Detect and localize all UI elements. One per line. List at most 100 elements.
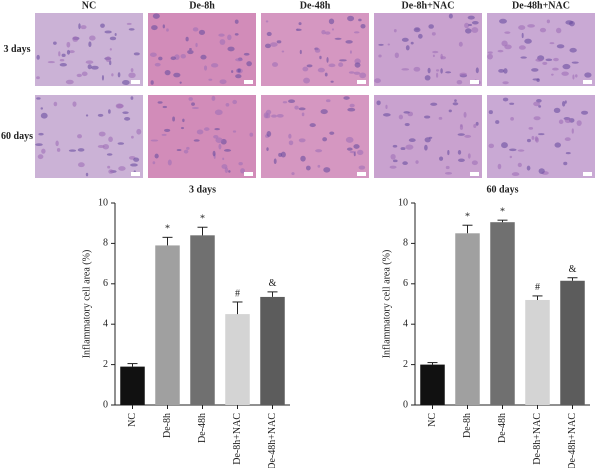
cell-texture xyxy=(191,102,195,106)
cell-texture xyxy=(385,104,388,110)
cell-texture xyxy=(196,129,204,135)
cell-texture xyxy=(215,137,223,144)
column-label: De-8h xyxy=(189,0,215,11)
cell-texture xyxy=(152,13,160,19)
cell-texture xyxy=(424,144,428,151)
cell-texture xyxy=(321,29,326,35)
row-label: 3 days xyxy=(4,44,31,55)
cell-texture xyxy=(89,35,96,41)
cell-texture xyxy=(354,58,361,65)
cell-texture xyxy=(423,115,431,119)
cell-texture xyxy=(497,163,502,170)
cell-texture xyxy=(176,149,182,152)
cell-texture xyxy=(107,165,111,169)
cell-texture xyxy=(504,44,512,50)
cell-texture xyxy=(509,155,513,159)
cell-texture xyxy=(448,13,453,19)
cell-texture xyxy=(471,160,478,166)
cell-texture xyxy=(130,68,134,73)
scale-bar xyxy=(244,172,253,176)
x-tick-label: De-8h+NAC xyxy=(232,413,243,465)
cell-texture xyxy=(249,132,254,137)
cell-texture xyxy=(471,27,479,33)
cell-texture xyxy=(473,123,477,128)
cell-texture xyxy=(418,33,423,39)
cell-texture xyxy=(85,114,89,117)
y-tick-label: 0 xyxy=(403,399,408,410)
cell-texture xyxy=(224,167,229,174)
cell-texture xyxy=(394,52,399,59)
cell-texture xyxy=(339,59,347,62)
cell-texture xyxy=(329,131,335,135)
cell-texture xyxy=(546,19,551,24)
bar xyxy=(560,280,585,405)
cell-texture xyxy=(343,96,350,100)
cell-texture xyxy=(348,71,355,74)
cell-texture xyxy=(180,53,186,59)
cell-texture xyxy=(571,61,579,64)
significance-mark: & xyxy=(569,264,577,275)
cell-texture xyxy=(265,20,269,23)
cell-texture xyxy=(358,18,362,22)
cell-texture xyxy=(393,28,397,33)
significance-mark: * xyxy=(165,224,170,235)
cell-texture xyxy=(432,50,439,54)
cell-texture xyxy=(345,136,354,143)
cell-texture xyxy=(72,101,77,107)
cell-texture xyxy=(538,105,542,108)
cell-texture xyxy=(459,72,467,76)
cell-texture xyxy=(223,149,232,152)
cell-texture xyxy=(445,71,452,74)
cell-texture xyxy=(77,162,85,168)
x-tick-label: NC xyxy=(427,413,438,427)
cell-texture xyxy=(581,110,589,115)
cell-texture xyxy=(271,114,277,118)
cell-texture xyxy=(243,52,250,56)
cell-texture xyxy=(291,172,295,176)
cell-texture xyxy=(326,57,329,63)
cell-texture xyxy=(121,79,130,86)
cell-texture xyxy=(445,165,450,170)
cell-texture xyxy=(133,157,140,162)
cell-texture xyxy=(237,68,241,73)
cell-texture xyxy=(40,107,44,110)
cell-texture xyxy=(467,15,475,20)
cell-texture xyxy=(276,113,284,118)
cell-texture xyxy=(457,133,465,136)
cell-texture xyxy=(398,114,404,120)
cell-texture xyxy=(131,135,134,139)
cell-texture xyxy=(35,143,43,146)
cell-texture xyxy=(185,36,189,42)
cell-texture xyxy=(265,113,271,119)
cell-texture xyxy=(537,133,545,136)
column-label: NC xyxy=(82,0,96,11)
cell-texture xyxy=(191,106,199,110)
cell-texture xyxy=(331,28,334,31)
scale-bar xyxy=(244,80,253,84)
cell-texture xyxy=(330,80,334,83)
cell-texture xyxy=(376,100,381,106)
cell-texture xyxy=(193,139,200,142)
histology-image xyxy=(35,13,143,86)
cell-texture xyxy=(234,33,239,36)
cell-texture xyxy=(303,77,311,84)
scale-bar xyxy=(357,80,366,84)
cell-texture xyxy=(518,45,526,50)
cell-texture xyxy=(374,78,381,84)
cell-texture xyxy=(77,148,85,152)
y-axis-title: Inflammatory cell area (%) xyxy=(381,250,392,359)
cell-texture xyxy=(471,20,479,25)
cell-texture xyxy=(276,40,282,44)
cell-texture xyxy=(302,66,309,72)
cell-texture xyxy=(413,27,421,33)
scale-bar xyxy=(470,80,479,84)
cell-texture xyxy=(72,36,79,42)
cell-texture xyxy=(195,42,198,48)
x-tick-label: De-8h xyxy=(462,413,473,438)
cell-texture xyxy=(108,169,114,174)
cell-texture xyxy=(509,102,515,105)
cell-texture xyxy=(231,70,234,73)
cell-texture xyxy=(539,27,547,33)
cell-texture xyxy=(402,161,408,166)
